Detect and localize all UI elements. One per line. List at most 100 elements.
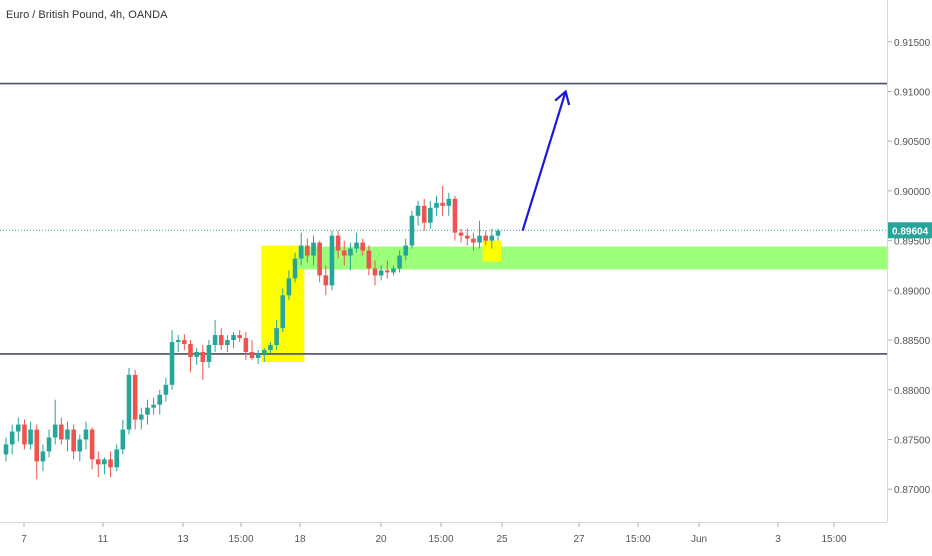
candle-body bbox=[114, 449, 119, 468]
candle-body bbox=[415, 205, 421, 216]
candle-body bbox=[286, 278, 292, 296]
arrow-head-icon bbox=[554, 89, 571, 106]
time-tick-label: 27 bbox=[573, 534, 585, 545]
current-price-badge bbox=[888, 222, 932, 239]
candle-body bbox=[268, 345, 273, 350]
candle-body bbox=[83, 429, 89, 440]
time-tick-label: 15:00 bbox=[821, 534, 846, 545]
candle-body bbox=[188, 344, 193, 357]
chart-area[interactable]: Euro / British Pound, 4h, OANDA bbox=[0, 0, 887, 522]
price-tick-label: 0.89000 bbox=[894, 286, 931, 297]
price-tick-label: 0.91000 bbox=[894, 87, 931, 98]
price-tick-label: 0.89500 bbox=[894, 237, 931, 248]
candle-body bbox=[489, 235, 495, 241]
candle-body bbox=[28, 429, 33, 445]
candle-body bbox=[428, 207, 433, 223]
candle-body bbox=[249, 351, 255, 358]
candle-body bbox=[212, 335, 218, 346]
candle-body bbox=[440, 202, 445, 206]
price-tick-label: 0.90500 bbox=[894, 137, 931, 148]
candle-body bbox=[46, 437, 52, 452]
candle-body bbox=[151, 404, 156, 408]
candle-body bbox=[409, 215, 415, 246]
candle-body bbox=[471, 238, 476, 243]
candle-body bbox=[59, 424, 64, 440]
candle-body bbox=[378, 270, 384, 276]
trend-arrow-line bbox=[521, 91, 567, 231]
candle-body bbox=[323, 275, 329, 286]
time-tick-label: 25 bbox=[496, 534, 508, 545]
candle-body bbox=[292, 258, 298, 279]
candle-body bbox=[421, 205, 427, 223]
candle-body bbox=[218, 335, 224, 346]
candle-body bbox=[298, 245, 304, 259]
candle-body bbox=[9, 431, 15, 445]
time-tick-label: 20 bbox=[375, 534, 387, 545]
candle-body bbox=[477, 235, 482, 243]
candle-body bbox=[95, 459, 101, 465]
candle-body bbox=[175, 340, 181, 343]
candle-body bbox=[206, 345, 212, 362]
price-tick-label: 0.88500 bbox=[894, 336, 931, 347]
candle-body bbox=[311, 242, 316, 256]
candle-body bbox=[348, 248, 353, 256]
price-tick-label: 0.88000 bbox=[894, 386, 931, 397]
candle-body bbox=[126, 374, 132, 430]
candle-body bbox=[305, 245, 310, 256]
candle-body bbox=[71, 429, 76, 452]
time-tick-label: Jun bbox=[691, 534, 707, 545]
candle-body bbox=[262, 349, 267, 354]
candle-body bbox=[200, 351, 206, 362]
candle-body bbox=[77, 439, 83, 452]
candle-body bbox=[52, 424, 58, 438]
candle-body bbox=[120, 429, 126, 450]
candle-body bbox=[157, 394, 163, 405]
candle-body bbox=[145, 407, 150, 415]
candle-body bbox=[391, 268, 396, 273]
candle-body bbox=[108, 459, 113, 468]
candle-body bbox=[132, 374, 138, 420]
candle-body bbox=[16, 424, 21, 432]
candle-body bbox=[397, 255, 402, 269]
time-tick-label: 15:00 bbox=[428, 534, 453, 545]
candle-body bbox=[403, 245, 409, 256]
price-tick-label: 0.91500 bbox=[894, 38, 931, 49]
candle-body bbox=[169, 342, 175, 385]
candle-body bbox=[3, 444, 9, 455]
price-axis[interactable]: 0.91500 0.91000 0.90500 0.90000 0.89500 0.890… bbox=[887, 0, 932, 522]
candle-body bbox=[231, 335, 236, 341]
candle-body bbox=[483, 235, 488, 241]
candle-body bbox=[34, 429, 40, 462]
candle-body bbox=[341, 250, 347, 256]
candle-body bbox=[139, 414, 144, 420]
candle-body bbox=[329, 235, 335, 286]
time-tick-label: 11 bbox=[98, 534, 109, 545]
time-tick-label: 15:00 bbox=[228, 534, 253, 545]
time-axis[interactable]: 7 11 13 15:00 18 20 15:00 25 27 15:00 Jun 3 15:00 bbox=[0, 522, 887, 550]
candle-body bbox=[360, 242, 365, 251]
candle-body bbox=[434, 202, 439, 208]
candle-body bbox=[225, 340, 230, 346]
candle-body bbox=[458, 232, 464, 236]
candlestick-chart[interactable] bbox=[0, 0, 887, 522]
candle-body bbox=[452, 198, 458, 233]
time-tick-label: 7 bbox=[21, 534, 27, 545]
candle-body bbox=[182, 340, 187, 345]
time-tick-label: 3 bbox=[775, 534, 781, 545]
time-tick-label: 15:00 bbox=[625, 534, 650, 545]
candle-body bbox=[102, 459, 107, 465]
symbol-title: Euro / British Pound, 4h, OANDA bbox=[6, 9, 168, 21]
candle-body bbox=[237, 335, 242, 339]
current-price-label: 0.89604 bbox=[892, 226, 929, 237]
candle-body bbox=[385, 270, 390, 273]
candle-body bbox=[243, 338, 249, 352]
candle-body bbox=[22, 424, 27, 445]
candle-body bbox=[163, 384, 169, 395]
candle-body bbox=[280, 295, 286, 329]
price-tick-label: 0.87000 bbox=[894, 485, 931, 496]
candle-body bbox=[372, 268, 378, 276]
time-tick-label: 13 bbox=[177, 534, 189, 545]
candle-body bbox=[40, 451, 46, 462]
candle-body bbox=[335, 235, 341, 251]
